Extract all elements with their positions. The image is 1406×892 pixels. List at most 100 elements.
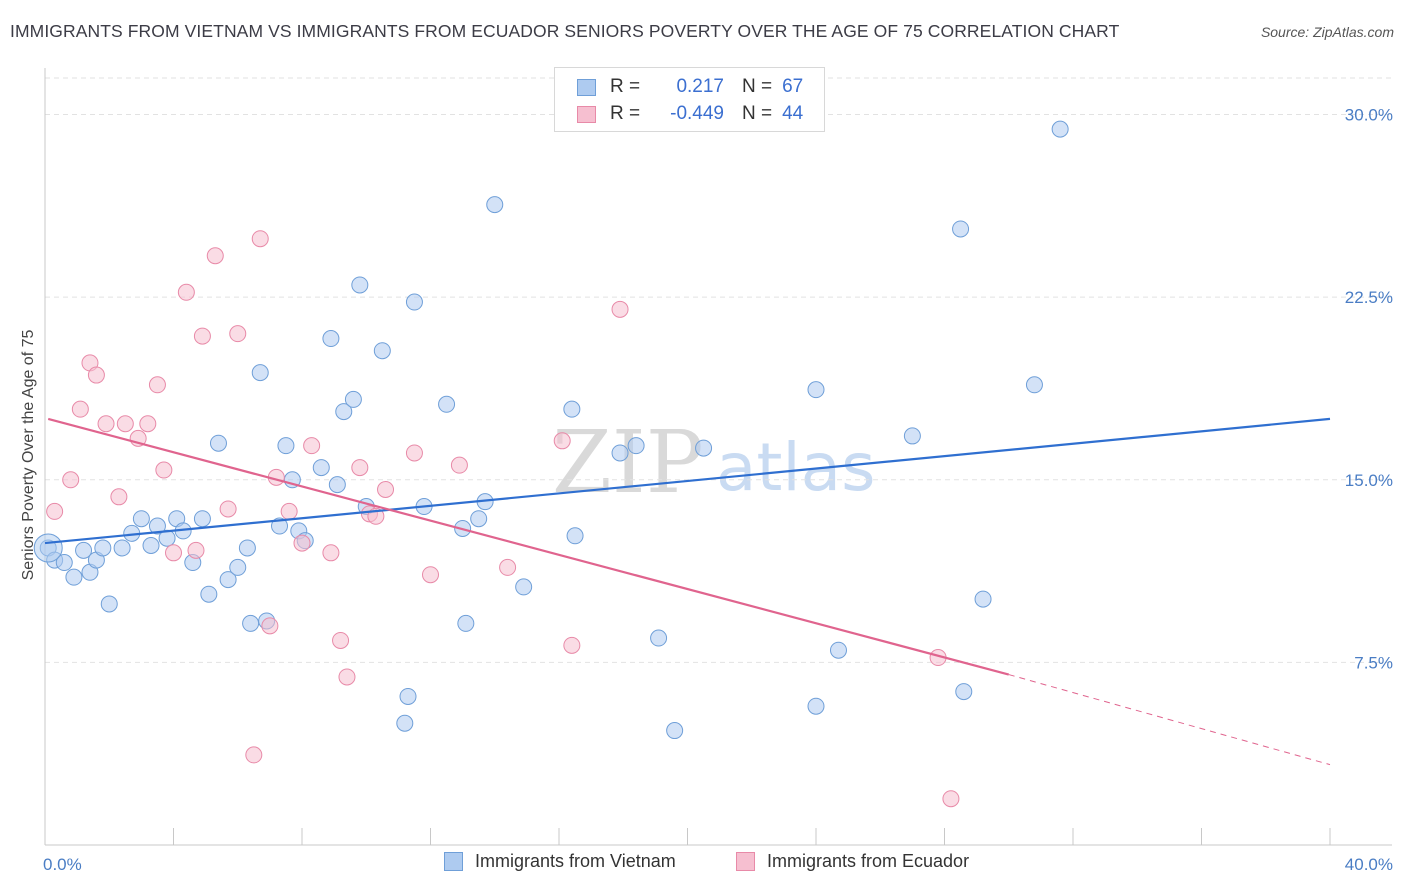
vietnam-point [277,437,295,455]
vietnam-point [132,510,150,528]
vietnam-point [322,330,340,348]
ecuador-point [377,481,395,499]
ecuador-point [261,617,279,635]
x-tick-label: 40.0% [1345,855,1393,874]
ecuador-point [251,230,269,248]
legend-swatch-ecuador [577,105,596,123]
series-label-vietnam: Immigrants from Vietnam [475,851,676,871]
vietnam-point [193,510,211,528]
ecuador-point [155,461,173,479]
legend-row-ecuador: R = -0.449 N = 44 [577,101,803,127]
ecuador-point [219,500,237,518]
legend-r-label-vietnam: R = [610,76,641,97]
vietnam-point [470,510,488,528]
ecuador-point [116,415,134,433]
grid-lines [45,77,1392,663]
legend-n-label-ecuador: N = [742,103,773,124]
vietnam-point [405,293,423,311]
vietnam-point [515,578,533,596]
vietnam-point [271,517,289,535]
ecuador-point [280,502,298,520]
ecuador-point [165,544,182,562]
ecuador-point [942,790,960,808]
ecuador-point [332,631,350,649]
vietnam-point [974,590,992,608]
ecuador-point [245,746,263,764]
vietnam-point [94,539,112,557]
ecuador-point [450,456,468,474]
y-tick-label: 15.0% [1345,471,1393,490]
vietnam-point [328,476,346,494]
vietnam-point [695,439,713,457]
vietnam-point [335,403,353,421]
source-label: Source: ZipAtlas.com [1260,24,1394,40]
vietnam-trend-line [44,417,1331,545]
vietnam-point [242,614,260,632]
ecuador-point [553,432,571,450]
series-swatch-ecuador [736,852,755,871]
vietnam-point [952,220,970,238]
y-tick-label: 7.5% [1354,653,1393,672]
series-label-ecuador: Immigrants from Ecuador [767,851,970,871]
vietnam-point-cluster [33,533,63,563]
ecuador-point [338,668,356,686]
vietnam-point [611,444,629,462]
ecuador-point [229,325,247,343]
y-tick-label: 22.5% [1345,288,1393,307]
ecuador-point [303,437,321,455]
ecuador-point [46,502,64,520]
legend-r-value-ecuador: -0.449 [670,103,724,124]
vietnam-point [399,687,417,705]
vietnam-point [396,714,414,732]
legend-n-label-vietnam: N = [742,76,773,97]
x-tick-label: 0.0% [43,855,82,874]
vietnam-point [666,722,684,740]
vietnam-point [55,554,73,572]
chart-title: IMMIGRANTS FROM VIETNAM VS IMMIGRANTS FR… [10,21,1120,41]
vietnam-point [1051,120,1069,138]
series-legend-ecuador: Immigrants from Ecuador [736,851,969,872]
legend-r-value-vietnam: 0.217 [676,76,724,97]
vietnam-point [650,629,668,647]
vietnam-point [627,437,645,455]
vietnam-point [438,395,456,413]
series-legend-vietnam: Immigrants from Vietnam [444,851,676,872]
ecuador-point [148,376,166,394]
vietnam-point [251,364,269,382]
y-tick-label: 30.0% [1345,106,1393,125]
legend-row-vietnam: R = 0.217 N = 67 [577,74,803,100]
trend-lines [44,417,1331,766]
ecuador-point [322,544,340,562]
legend-r-label-ecuador: R = [610,103,641,124]
vietnam-point [566,527,584,545]
vietnam-point [486,196,504,214]
vietnam-point [75,541,93,559]
vietnam-point [142,537,160,555]
ecuador-point [110,488,128,506]
ecuador-point [563,636,581,654]
ecuador-trend-extension [1008,674,1331,766]
ecuador-point [139,415,157,433]
ecuador-point [71,400,89,418]
vietnam-point [65,568,83,586]
ecuador-point [187,541,205,559]
legend-n-value-ecuador: 44 [782,103,804,124]
ecuador-point [97,415,115,433]
ecuador-points [46,230,960,808]
vietnam-point [807,381,825,399]
vietnam-point [563,400,581,418]
series-swatch-vietnam [444,852,463,871]
vietnam-point [209,434,227,452]
ecuador-point [293,534,311,552]
y-axis-title: Seniors Poverty Over the Age of 75 [20,330,37,581]
vietnam-point [344,390,362,408]
ecuador-trend-line [47,417,1010,676]
legend-swatch-vietnam [577,78,596,96]
vietnam-point [903,427,921,445]
vietnam-point [113,539,131,557]
series-legend: Immigrants from Vietnam Immigrants from … [0,851,1406,877]
vietnam-point [312,459,330,477]
ecuador-point [422,566,439,584]
vietnam-point [148,517,166,535]
